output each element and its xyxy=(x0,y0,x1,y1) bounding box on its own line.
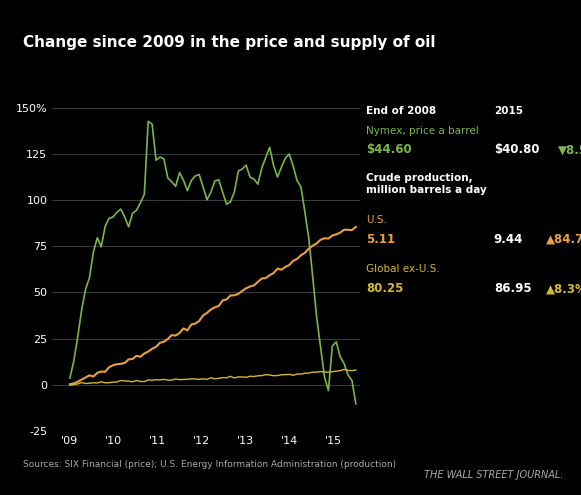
Text: $40.80: $40.80 xyxy=(494,144,539,156)
Text: Change since 2009 in the price and supply of oil: Change since 2009 in the price and suppl… xyxy=(23,35,436,50)
Text: Sources: SIX Financial (price); U.S. Energy Information Administration (producti: Sources: SIX Financial (price); U.S. Ene… xyxy=(23,460,396,469)
Text: 86.95: 86.95 xyxy=(494,282,532,295)
Text: Nymex, price a barrel: Nymex, price a barrel xyxy=(366,126,479,136)
Text: 2015: 2015 xyxy=(494,106,523,116)
Text: U.S.: U.S. xyxy=(366,215,387,225)
Text: Global ex-U.S.: Global ex-U.S. xyxy=(366,264,440,274)
Text: 80.25: 80.25 xyxy=(366,282,403,295)
Text: 5.11: 5.11 xyxy=(366,233,395,246)
Text: Crude production,
million barrels a day: Crude production, million barrels a day xyxy=(366,173,487,195)
Text: $44.60: $44.60 xyxy=(366,144,412,156)
Text: End of 2008: End of 2008 xyxy=(366,106,436,116)
Text: THE WALL STREET JOURNAL.: THE WALL STREET JOURNAL. xyxy=(424,470,564,480)
Text: 9.44: 9.44 xyxy=(494,233,523,246)
Text: ▲84.7%: ▲84.7% xyxy=(546,233,581,246)
Text: ▼8.5%: ▼8.5% xyxy=(558,144,581,156)
Text: ▲8.3%: ▲8.3% xyxy=(546,282,581,295)
